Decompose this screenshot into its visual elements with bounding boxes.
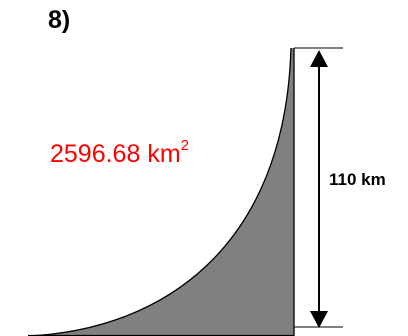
top-arrowhead <box>310 50 328 67</box>
area-value: 2596.68 km <box>50 140 181 168</box>
bottom-arrowhead <box>310 311 328 328</box>
curve-boundary <box>27 47 292 336</box>
area-label: 2596.68 km2 <box>50 138 189 168</box>
height-label-background <box>326 165 408 195</box>
shaded-region <box>28 48 294 336</box>
height-label: 110 km <box>329 170 386 189</box>
area-exponent: 2 <box>180 137 189 154</box>
problem-number: 8) <box>48 6 71 34</box>
